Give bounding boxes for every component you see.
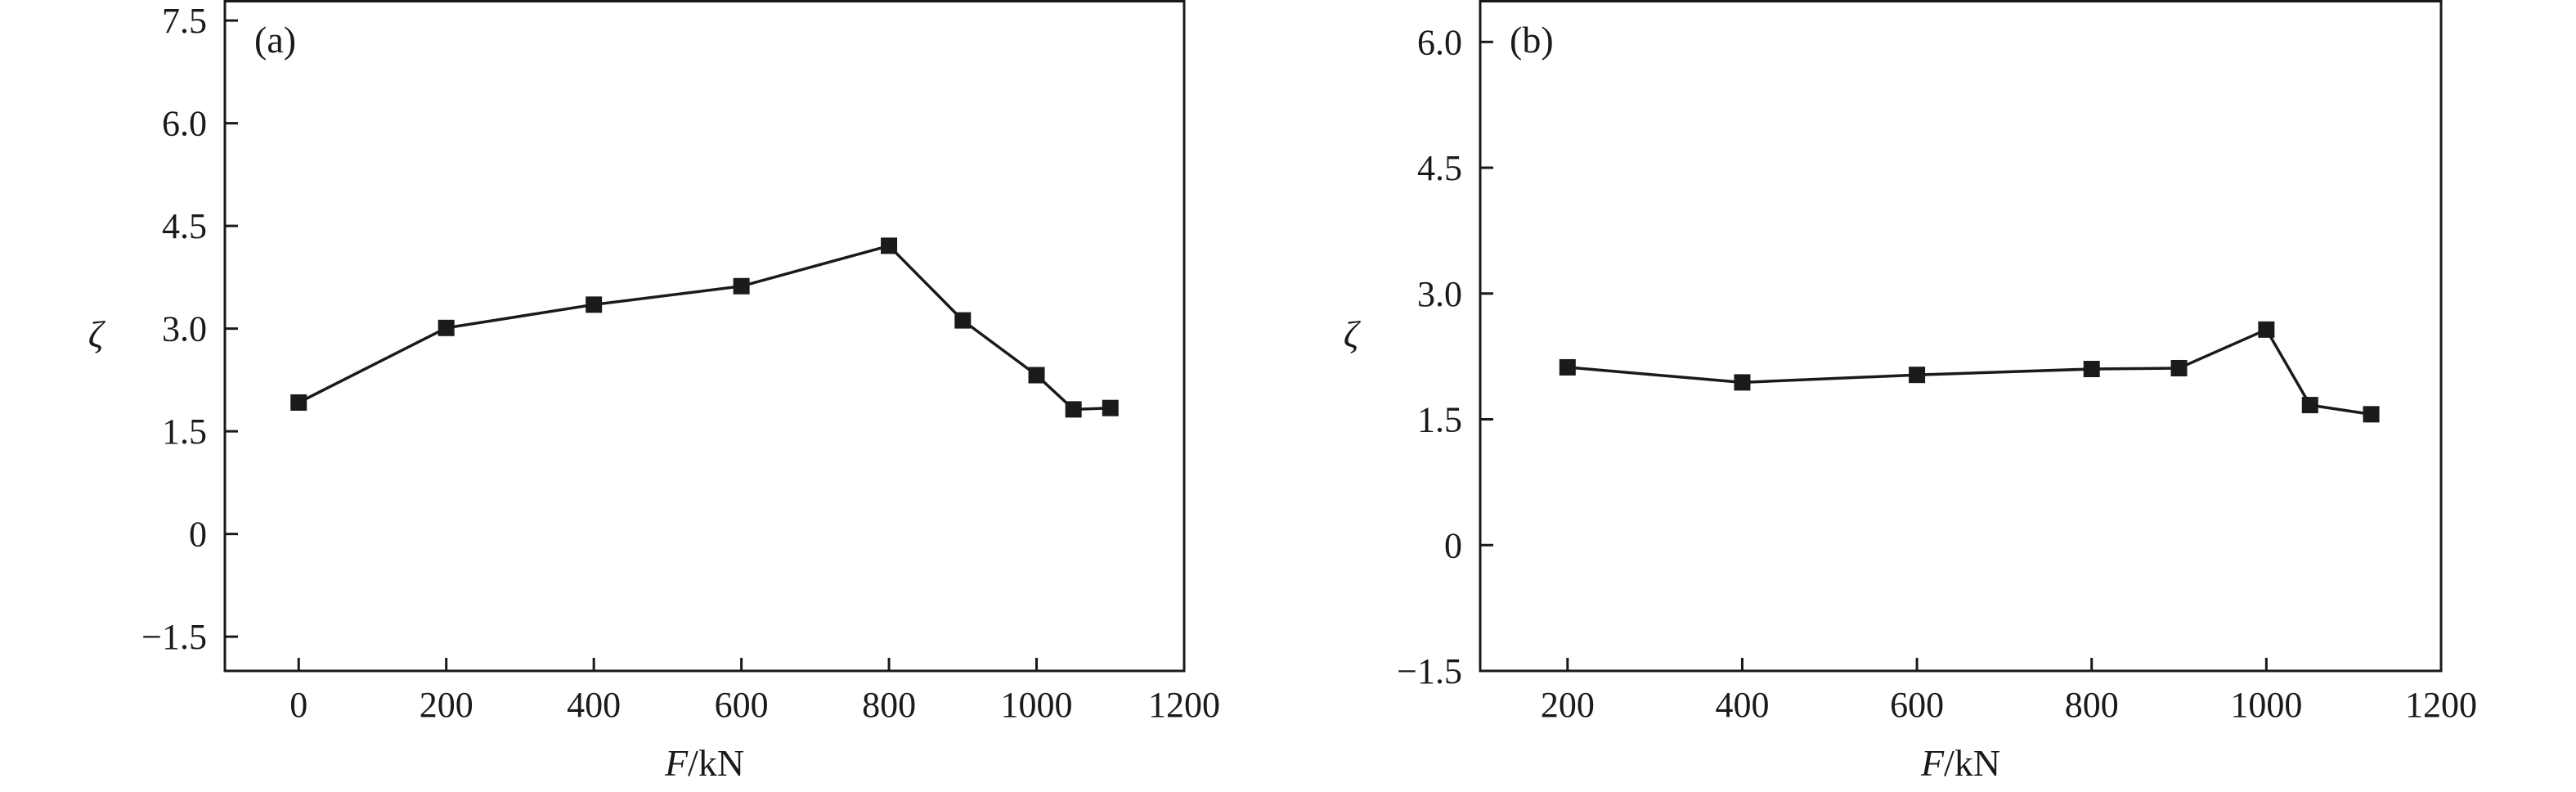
data-point-marker [438,319,455,336]
plot-frame [1479,0,2443,673]
y-tick-label: 4.5 [1417,148,1462,188]
y-tick-label: 3.0 [162,309,207,349]
x-tick-label: 400 [567,685,621,725]
data-point-marker [2301,397,2318,414]
data-point-marker [1559,358,1576,376]
y-tick-label: 0 [189,515,207,555]
y-tick-label: 3.0 [1417,274,1462,314]
data-point-marker [586,296,603,313]
y-tick-label: 6.0 [1417,22,1462,62]
y-tick-label: 1.5 [162,412,207,452]
x-tick-label: 400 [1715,685,1769,725]
x-axis-title-unit: /kN [1944,742,2000,784]
x-tick-label: 1000 [2230,685,2302,725]
data-point-marker [954,312,972,329]
data-point-marker [290,394,307,411]
x-axis-title: F/kN [1920,742,2000,784]
x-tick-label: 200 [420,685,473,725]
x-tick-label: 0 [289,685,307,725]
series-line [1567,327,2372,416]
y-tick-label: 4.5 [162,206,207,246]
chart-panel-b: 200 400 600 800 1000 1200 −1.5 0 1.5 3.0 4.5 6.0 F/k… [1344,0,2477,784]
y-axis-title: ζ [88,313,106,355]
y-tick-label: 1.5 [1417,400,1462,440]
x-axis-title-unit: /kN [688,742,744,784]
series-line [298,244,1111,412]
data-point-marker [881,237,898,254]
data-point-marker [2363,406,2380,423]
x-tick-label: 800 [2065,685,2119,725]
x-tick-label: 1200 [1148,685,1220,725]
data-point-marker [2258,321,2275,338]
chart-panel-a: 0 200 400 600 800 1000 1200 −1.5 0 1.5 3.0 4.5 6.0 7.… [88,0,1220,784]
x-tick-label: 200 [1541,685,1595,725]
x-tick-label: 600 [1890,685,1944,725]
x-tick-label: 600 [715,685,769,725]
y-axis-title: ζ [1344,313,1362,355]
y-tick-label: 7.5 [162,1,207,41]
data-point-marker [1734,374,1751,391]
x-axis-title-symbol: F [1920,742,1945,784]
x-axis-title-symbol: F [664,742,689,784]
data-point-marker [733,277,750,295]
y-tick-label: −1.5 [141,617,207,657]
y-tick-label: −1.5 [1397,651,1462,691]
panel-label: (a) [254,19,296,61]
x-tick-label: 800 [862,685,916,725]
data-point-marker [2170,359,2188,376]
data-point-marker [1028,367,1045,384]
x-axis-title: F/kN [664,742,744,784]
x-tick-label: 1000 [1001,685,1073,725]
panel-label: (b) [1510,19,1554,61]
y-tick-label: 6.0 [162,104,207,144]
x-tick-label: 1200 [2405,685,2477,725]
data-point-marker [1102,399,1119,416]
y-tick-label: 0 [1444,525,1462,565]
data-point-marker [2083,361,2100,377]
plot-frame [223,0,1186,673]
data-point-marker [1065,401,1082,418]
data-point-marker [1909,367,1926,384]
